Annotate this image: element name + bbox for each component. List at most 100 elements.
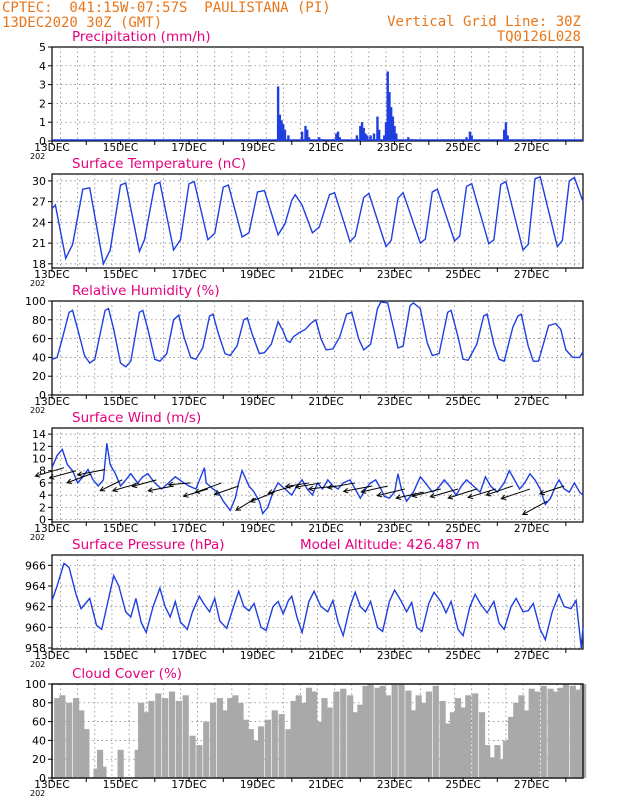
x-tick-label: 17DEC <box>171 269 206 281</box>
cloud-bar <box>66 702 73 778</box>
x-tick-label: 19DEC <box>240 523 275 535</box>
cloud-bar <box>391 684 398 778</box>
wind-arrow-head <box>411 492 418 498</box>
y-tick-label: 0 <box>39 135 46 148</box>
wind-arrow <box>268 485 294 494</box>
cloud-bar <box>398 684 405 778</box>
wind-arrow-head <box>167 481 174 488</box>
precip-bar <box>506 135 509 141</box>
wind-arrow <box>448 488 477 499</box>
y-tick-label: 962 <box>25 601 46 614</box>
wind-arrow-head <box>376 491 383 498</box>
x-tick-label: 17DEC <box>171 396 206 408</box>
wind-arrow <box>49 470 77 479</box>
cloud-bar <box>264 719 272 778</box>
x-tick-label: 13DEC <box>34 396 69 408</box>
y-tick-label: 14 <box>32 428 46 441</box>
y-tick-label: 4 <box>39 60 46 73</box>
x-tick-label: 21DEC <box>308 142 343 154</box>
cloud-bar <box>379 685 386 778</box>
datetime-label: 13DEC2020 30Z (GMT) <box>2 15 163 31</box>
precip-bar <box>391 116 395 141</box>
cloud-bar <box>449 712 457 778</box>
y-tick-label: 21 <box>32 237 46 250</box>
wind-arrow <box>308 485 337 490</box>
wind-arrow-head <box>447 494 454 500</box>
y-tick-label: 2 <box>39 501 46 514</box>
x-tick-label: 25DEC <box>445 523 480 535</box>
cloud-bar <box>410 710 417 778</box>
y-tick-label: 0 <box>39 514 46 527</box>
y-tick-label: 80 <box>32 314 46 327</box>
wind-arrow-head <box>429 492 436 499</box>
cloud-bar <box>557 687 564 778</box>
cloud-bar <box>93 768 100 778</box>
x-tick-label: 15DEC <box>103 779 138 791</box>
wind-arrow-head <box>111 486 118 493</box>
cloud-bar <box>148 700 155 778</box>
cloud-bar <box>227 698 234 778</box>
y-tick-label: 24 <box>32 216 46 229</box>
panel-4: 958 960 962 964 966 13DEC 15DEC 17DEC 19DEC 21DEC… <box>25 537 584 669</box>
cloud-bar <box>367 684 374 778</box>
precip-bar <box>393 125 396 141</box>
wind-arrow-head <box>194 488 201 494</box>
cloud-bar <box>78 710 85 778</box>
cloud-bar <box>247 729 254 778</box>
panel-title: Surface Wind (m/s) <box>72 410 201 426</box>
precip-bar <box>282 124 285 141</box>
cloud-bar <box>196 745 203 778</box>
x-tick-label: 17DEC <box>171 523 206 535</box>
series-line <box>51 301 584 368</box>
y-tick-label: 960 <box>25 621 46 634</box>
cloud-bar <box>420 702 427 778</box>
precip-bar <box>338 137 341 141</box>
y-tick-label: 27 <box>32 196 46 209</box>
y-tick-label: 6 <box>39 477 46 490</box>
wind-arrow-head <box>76 471 83 477</box>
cloud-bar <box>562 684 570 778</box>
cloud-bar <box>237 702 244 778</box>
precip-bar <box>470 135 473 141</box>
wind-arrow <box>195 482 222 494</box>
x-tick-label: 25DEC <box>445 396 480 408</box>
wind-arrow-head <box>467 493 474 499</box>
cloud-bar <box>210 702 217 778</box>
cloud-bar <box>83 729 90 778</box>
wind-arrow-head <box>213 490 220 496</box>
x-tick-label: 23DEC <box>377 650 412 662</box>
x-cut-label: 202 <box>30 152 45 161</box>
precip-bar <box>388 92 391 141</box>
cloud-bar <box>547 688 554 778</box>
cloud-bar <box>472 693 479 778</box>
cloud-bar <box>232 695 239 778</box>
cloud-bar <box>143 712 150 778</box>
y-tick-label: 5 <box>39 41 46 54</box>
precip-bar <box>318 137 321 141</box>
panel-title: Relative Humidity (%) <box>72 283 220 299</box>
cloud-bar <box>454 698 462 778</box>
cloud-bar <box>333 691 340 778</box>
y-tick-label: 1 <box>39 116 46 129</box>
cloud-bar <box>508 716 515 778</box>
precip-bar <box>364 133 367 141</box>
station-label: CPTEC: 041:15W-07:57S PAULISTANA (PI) <box>2 0 331 16</box>
x-tick-label: 25DEC <box>445 142 480 154</box>
panel-1: 18 21 24 27 30 13DEC 15DEC 17DEC 19DEC 21DEC 23DEC… <box>30 156 584 288</box>
series-line <box>51 175 584 267</box>
cloud-bar <box>295 695 302 778</box>
wind-arrow-head <box>66 478 73 484</box>
precip-bar <box>304 125 307 141</box>
x-tick-label: 19DEC <box>240 650 275 662</box>
cloud-bar <box>444 723 451 778</box>
precip-bar <box>377 129 381 141</box>
x-tick-label: 25DEC <box>445 650 480 662</box>
x-tick-label: 23DEC <box>377 396 412 408</box>
cloud-bar <box>574 689 582 778</box>
y-tick-label: 100 <box>25 295 46 308</box>
cloud-bar <box>540 685 547 778</box>
cloud-bar <box>374 687 381 778</box>
precip-bar <box>410 139 413 141</box>
cloud-bar <box>502 740 510 778</box>
